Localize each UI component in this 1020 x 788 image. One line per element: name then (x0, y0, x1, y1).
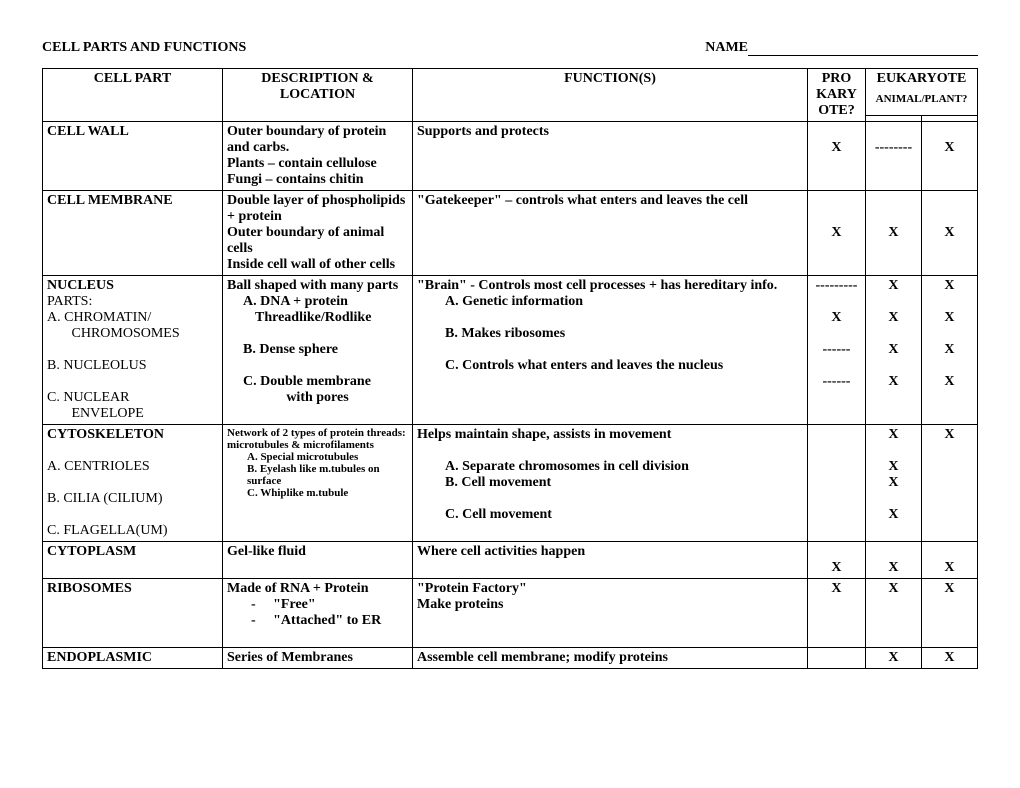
row-nucleus: NUCLEUS PARTS: A. CHROMATIN/ CHROMOSOMES… (43, 276, 978, 425)
row-cytoplasm: CYTOPLASM Gel-like fluid Where cell acti… (43, 542, 978, 579)
col-pro: PRO KARY OTE? (807, 69, 865, 122)
row-cytoskeleton: CYTOSKELETON A. CENTRIOLES B. CILIA (CIL… (43, 425, 978, 542)
row-endoplasmic: ENDOPLASMIC Series of Membranes Assemble… (43, 648, 978, 669)
col-func: FUNCTION(S) (413, 69, 808, 122)
col-euk: EUKARYOTE ANIMAL/PLANT? (865, 69, 977, 116)
doc-title: CELL PARTS AND FUNCTIONS (42, 40, 246, 56)
cell-parts-table: CELL PART DESCRIPTION & LOCATION FUNCTIO… (42, 68, 978, 669)
row-cell-membrane: CELL MEMBRANE Double layer of phospholip… (43, 191, 978, 276)
col-part: CELL PART (43, 69, 223, 122)
name-field: NAME (705, 40, 978, 56)
col-desc: DESCRIPTION & LOCATION (223, 69, 413, 122)
row-cell-wall: CELL WALL Outer boundary of protein and … (43, 122, 978, 191)
row-ribosomes: RIBOSOMES Made of RNA + Protein - "Free"… (43, 579, 978, 648)
